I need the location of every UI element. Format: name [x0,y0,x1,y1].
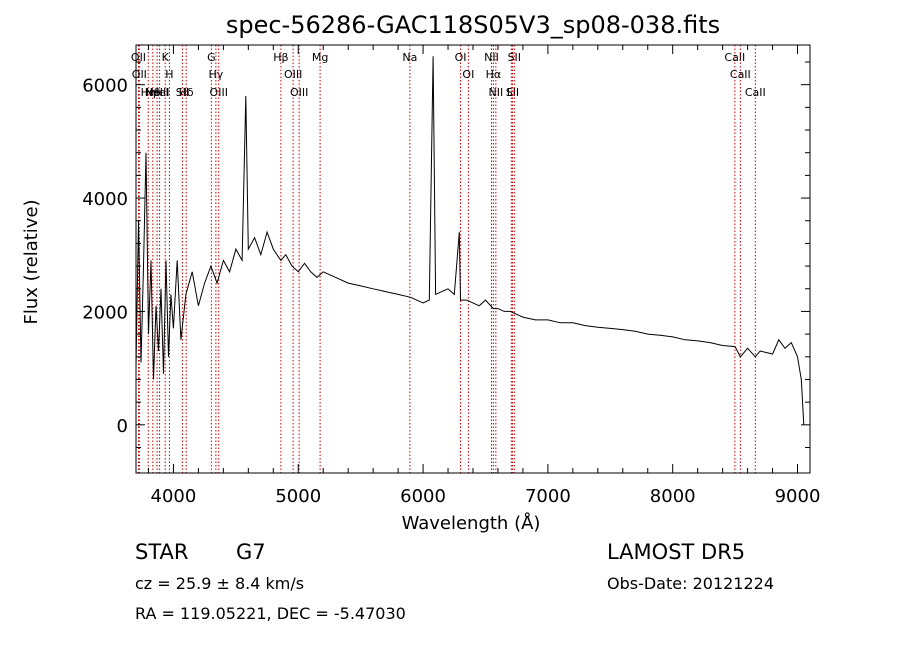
line-label-15: OIII [290,86,308,99]
line-label-10: G [207,51,216,64]
line-label-24: SII [506,86,519,99]
chart-title: spec-56286-GAC118S05V3_sp08-038.fits [226,11,720,39]
line-label-4: NeIII [145,86,170,99]
line-label-6: K [162,51,170,64]
line-label-25: SII [508,51,521,64]
y-tick-label-1: 2000 [82,302,128,323]
line-label-13: Hβ [273,51,288,64]
line-label-9: Hδ [179,86,194,99]
x-axis-label: Wavelength (Å) [402,512,541,534]
x-tick-label-1: 5000 [275,486,321,507]
coordinates-text: RA = 119.05221, DEC = -5.47030 [135,604,406,623]
line-label-27: CaII [730,68,751,81]
line-label-3: Hθ [145,86,160,99]
line-label-16: Mg [312,51,328,64]
line-label-14: OIII [284,68,302,81]
line-label-12: OIII [210,86,228,99]
x-tick-label-0: 4000 [151,486,197,507]
line-label-8: SII [176,86,189,99]
obs-date: Obs-Date: 20121224 [607,574,775,593]
line-label-2: Hη [141,86,156,99]
line-label-23: Li [507,86,516,99]
line-label-18: OI [455,51,467,64]
y-axis-label: Flux (relative) [21,199,42,324]
x-tick-label-4: 8000 [650,486,696,507]
line-label-26: CaII [724,51,745,64]
y-tick-label-2: 4000 [82,189,128,210]
y-tick-label-0: 0 [117,416,128,437]
axis-ticks: 4000 5000 6000 7000 8000 9000 0 2000 4000 6000 [82,45,820,507]
line-label-20: NII [484,51,499,64]
spectrum-series [135,56,805,425]
object-subclass: G7 [236,540,266,564]
line-label-22: NII [488,86,503,99]
object-class: STAR [135,540,189,564]
line-label-0: OII [131,51,146,64]
spectrum-line-0 [135,56,805,425]
line-label-5: HeI [150,86,168,99]
line-label-1: OII [132,68,147,81]
line-markers: OIIOIIHηHθNeIIIHeIKHSIIHδGHγOIIIHβOIIIOI… [131,45,766,473]
line-label-19: OI [462,68,474,81]
x-tick-label-3: 7000 [525,486,571,507]
line-label-21: Hα [486,68,502,81]
redshift-text: cz = 25.9 ± 8.4 km/s [135,574,305,593]
x-tick-label-5: 9000 [775,486,821,507]
line-label-28: CaII [745,86,766,99]
y-tick-label-3: 6000 [82,76,128,97]
x-tick-label-2: 6000 [400,486,446,507]
line-label-11: Hγ [208,68,223,81]
line-label-17: Na [402,51,417,64]
survey-name: LAMOST DR5 [607,540,746,564]
plot-frame [135,44,811,474]
line-label-7: H [165,68,173,81]
